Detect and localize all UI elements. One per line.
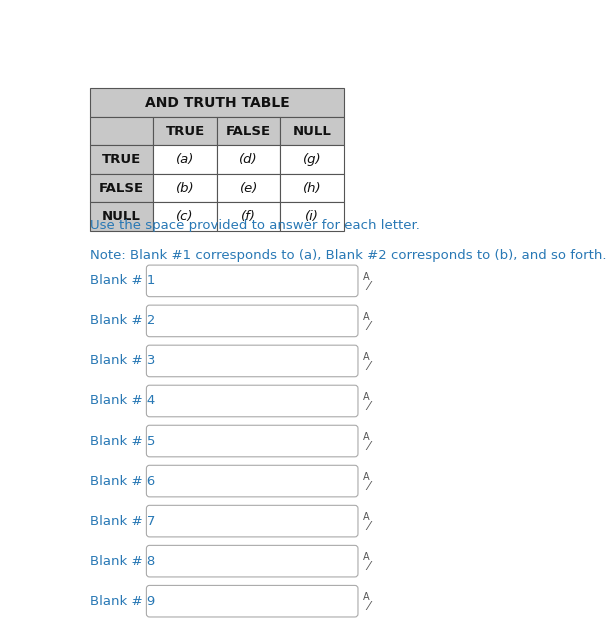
Bar bbox=[154, 174, 217, 202]
Bar bbox=[280, 117, 344, 145]
Text: (h): (h) bbox=[303, 181, 322, 194]
FancyBboxPatch shape bbox=[146, 425, 358, 457]
Text: NULL: NULL bbox=[293, 125, 331, 138]
Text: ⁄: ⁄ bbox=[367, 360, 369, 373]
Text: (g): (g) bbox=[303, 153, 322, 166]
Text: (b): (b) bbox=[176, 181, 194, 194]
Bar bbox=[217, 202, 280, 231]
FancyBboxPatch shape bbox=[146, 465, 358, 497]
Text: ⁄: ⁄ bbox=[367, 280, 369, 292]
Bar bbox=[154, 202, 217, 231]
Bar bbox=[90, 145, 154, 174]
Text: Use the space provided to answer for each letter.: Use the space provided to answer for eac… bbox=[90, 219, 419, 232]
FancyBboxPatch shape bbox=[146, 265, 358, 297]
Bar bbox=[154, 145, 217, 174]
Bar bbox=[90, 117, 154, 145]
Text: (a): (a) bbox=[176, 153, 194, 166]
Text: A: A bbox=[363, 352, 370, 362]
Text: A: A bbox=[363, 472, 370, 483]
Text: Blank # 6: Blank # 6 bbox=[90, 474, 155, 487]
Text: NULL: NULL bbox=[102, 210, 141, 223]
Text: ⁄: ⁄ bbox=[367, 600, 369, 613]
Bar bbox=[154, 117, 217, 145]
Text: TRUE: TRUE bbox=[166, 125, 205, 138]
Text: A: A bbox=[363, 432, 370, 442]
Bar bbox=[217, 145, 280, 174]
Bar bbox=[280, 145, 344, 174]
Text: Blank # 7: Blank # 7 bbox=[90, 515, 155, 528]
Bar bbox=[90, 174, 154, 202]
Text: FALSE: FALSE bbox=[99, 181, 144, 194]
Text: A: A bbox=[363, 552, 370, 562]
Text: Note: Blank #1 corresponds to (a), Blank #2 corresponds to (b), and so forth.: Note: Blank #1 corresponds to (a), Blank… bbox=[90, 248, 606, 261]
Text: (e): (e) bbox=[240, 181, 258, 194]
Text: ⁄: ⁄ bbox=[367, 520, 369, 533]
Text: A: A bbox=[363, 392, 370, 402]
Text: TRUE: TRUE bbox=[102, 153, 141, 166]
Text: A: A bbox=[363, 512, 370, 522]
Text: A: A bbox=[363, 312, 370, 322]
Text: (i): (i) bbox=[305, 210, 319, 223]
FancyBboxPatch shape bbox=[146, 305, 358, 337]
Text: A: A bbox=[363, 272, 370, 282]
Text: FALSE: FALSE bbox=[226, 125, 271, 138]
Bar bbox=[90, 88, 344, 117]
Bar bbox=[217, 117, 280, 145]
Text: ⁄: ⁄ bbox=[367, 440, 369, 453]
Text: A: A bbox=[363, 592, 370, 602]
Text: Blank # 8: Blank # 8 bbox=[90, 555, 155, 568]
FancyBboxPatch shape bbox=[146, 586, 358, 617]
Text: Blank # 2: Blank # 2 bbox=[90, 314, 155, 327]
Text: (c): (c) bbox=[177, 210, 194, 223]
Bar bbox=[217, 174, 280, 202]
Text: (f): (f) bbox=[241, 210, 256, 223]
Text: Blank # 9: Blank # 9 bbox=[90, 595, 155, 608]
FancyBboxPatch shape bbox=[146, 345, 358, 377]
Bar bbox=[280, 174, 344, 202]
Text: (d): (d) bbox=[239, 153, 258, 166]
Text: ⁄: ⁄ bbox=[367, 320, 369, 333]
FancyBboxPatch shape bbox=[146, 505, 358, 537]
Text: ⁄: ⁄ bbox=[367, 400, 369, 413]
Text: Blank # 3: Blank # 3 bbox=[90, 355, 155, 368]
FancyBboxPatch shape bbox=[146, 385, 358, 417]
Text: ⁄: ⁄ bbox=[367, 480, 369, 493]
Text: ⁄: ⁄ bbox=[367, 560, 369, 573]
Bar bbox=[280, 202, 344, 231]
FancyBboxPatch shape bbox=[146, 545, 358, 577]
Bar bbox=[90, 202, 154, 231]
Text: Blank # 4: Blank # 4 bbox=[90, 394, 155, 407]
Text: AND TRUTH TABLE: AND TRUTH TABLE bbox=[144, 96, 290, 110]
Text: Blank # 5: Blank # 5 bbox=[90, 435, 155, 448]
Text: Blank # 1: Blank # 1 bbox=[90, 274, 155, 288]
